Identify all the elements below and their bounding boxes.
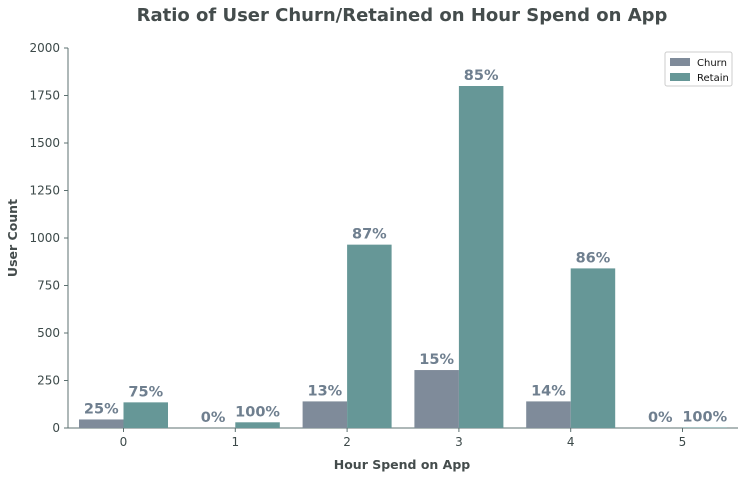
y-tick-label: 1250 bbox=[29, 184, 60, 198]
y-tick-label: 1500 bbox=[29, 136, 60, 150]
x-axis-label: Hour Spend on App bbox=[334, 457, 471, 472]
chart-title: Ratio of User Churn/Retained on Hour Spe… bbox=[137, 5, 668, 26]
x-axis: 0 1 2 3 4 5 bbox=[68, 427, 738, 449]
bar-churn bbox=[79, 419, 124, 428]
bar-data-label: 86% bbox=[576, 250, 611, 266]
bars bbox=[79, 86, 727, 428]
legend: Churn Retain bbox=[664, 51, 733, 87]
y-tick-label: 500 bbox=[37, 326, 60, 340]
bar-retain bbox=[235, 422, 280, 428]
x-tick-label: 4 bbox=[567, 435, 575, 449]
x-tick-label: 2 bbox=[343, 435, 351, 449]
y-axis-label: User Count bbox=[5, 199, 20, 277]
y-tick-label: 2000 bbox=[29, 41, 60, 55]
bar-data-label: 85% bbox=[464, 68, 499, 84]
legend-swatch-churn bbox=[670, 58, 690, 66]
bar-data-label: 100% bbox=[682, 409, 727, 425]
bar-churn bbox=[414, 370, 459, 428]
bar-data-label: 13% bbox=[307, 383, 342, 399]
x-tick-label: 5 bbox=[679, 435, 687, 449]
y-axis: 0 250 500 750 1000 1250 1500 1750 2000 bbox=[29, 41, 69, 435]
bar-data-label: 75% bbox=[128, 384, 163, 400]
bar-churn bbox=[526, 401, 571, 428]
bar-retain bbox=[123, 402, 168, 428]
bar-retain bbox=[570, 268, 616, 428]
bar-labels: 25% 0% 13% 15% 14% 0% 75% 100% 87% 85% 86% 100% bbox=[84, 68, 728, 426]
bar-data-label: 100% bbox=[235, 404, 280, 420]
bar-retain bbox=[347, 244, 392, 428]
legend-label-churn: Churn bbox=[697, 58, 727, 69]
bar-data-label: 15% bbox=[419, 352, 454, 368]
y-tick-label: 1000 bbox=[29, 231, 60, 245]
bar-data-label: 87% bbox=[352, 227, 387, 243]
x-tick-label: 0 bbox=[120, 435, 128, 449]
y-tick-label: 0 bbox=[52, 421, 60, 435]
x-tick-label: 3 bbox=[455, 435, 463, 449]
bar-data-label: 14% bbox=[531, 383, 566, 399]
y-tick-label: 1750 bbox=[29, 89, 60, 103]
bar-data-label: 0% bbox=[648, 410, 673, 426]
x-tick-label: 1 bbox=[231, 435, 239, 449]
y-tick-label: 750 bbox=[37, 279, 60, 293]
bar-churn bbox=[302, 401, 348, 428]
bar-data-label: 25% bbox=[84, 401, 119, 417]
legend-label-retain: Retain bbox=[697, 73, 729, 84]
bar-data-label: 0% bbox=[201, 410, 226, 426]
y-tick-label: 250 bbox=[37, 374, 60, 388]
bar-retain bbox=[682, 427, 727, 428]
legend-swatch-retain bbox=[670, 73, 690, 81]
bar-retain bbox=[458, 86, 504, 428]
